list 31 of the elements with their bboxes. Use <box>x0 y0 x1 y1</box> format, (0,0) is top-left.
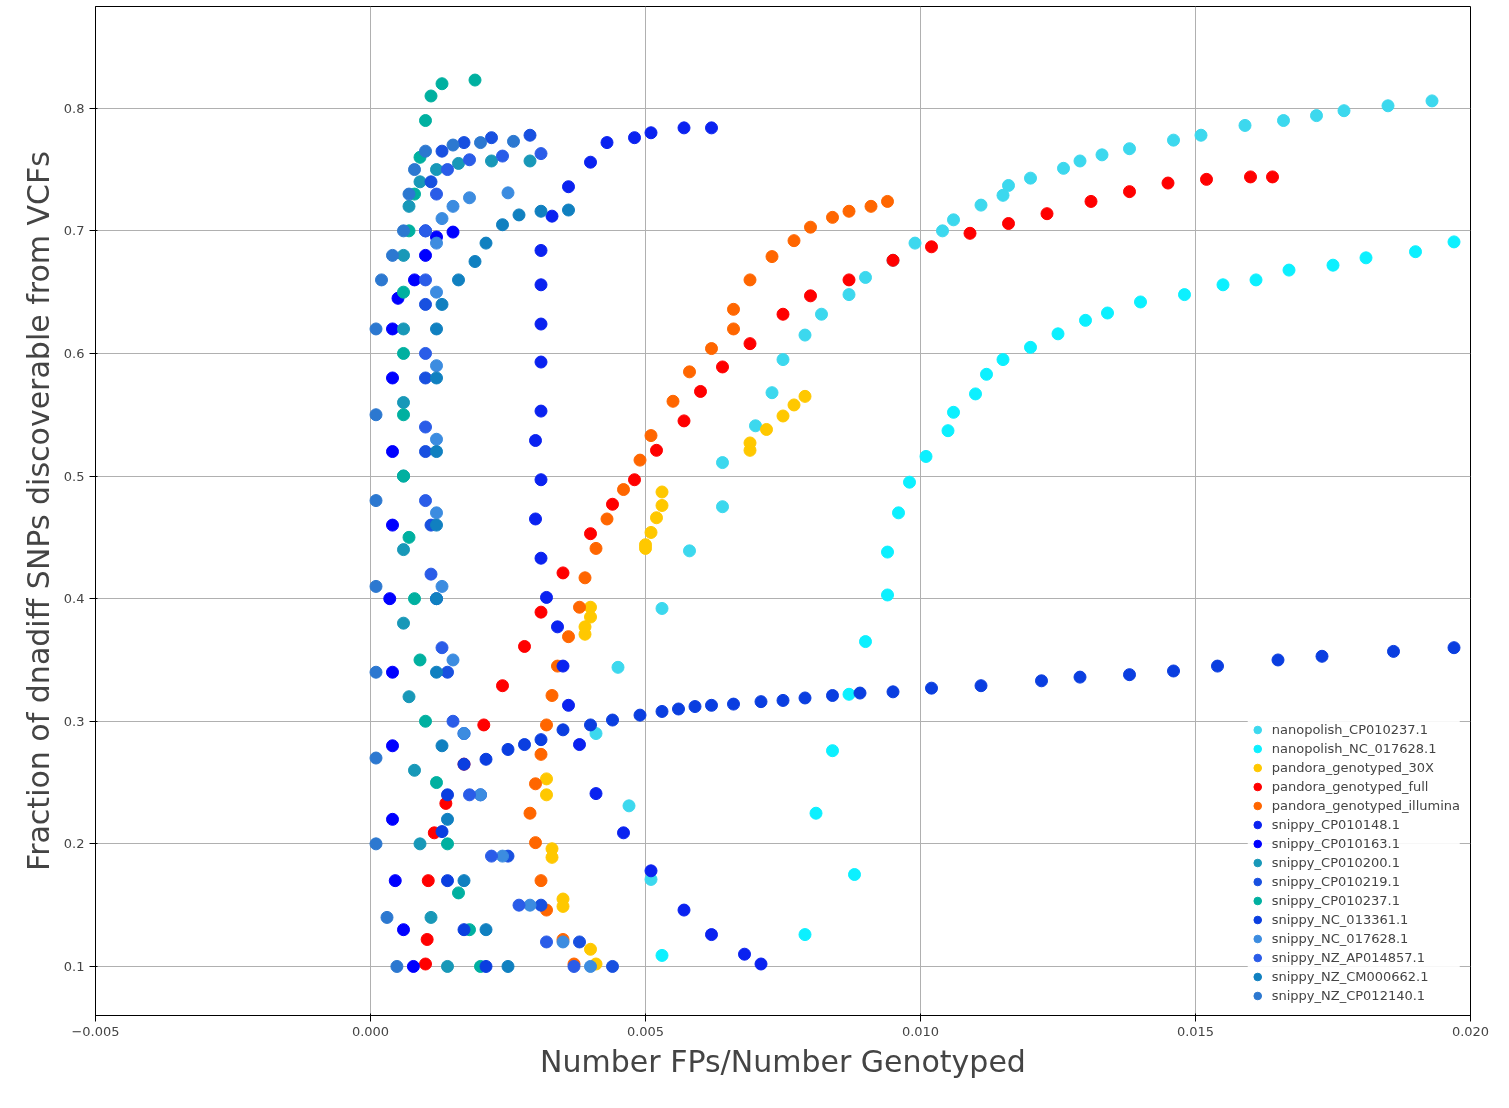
y-tick-label: 0.7 <box>63 223 85 239</box>
x-tick-label: 0.000 <box>351 1023 390 1039</box>
x-tick-label: −0.005 <box>71 1023 120 1039</box>
y-tick-label: 0.5 <box>63 468 85 484</box>
y-tick-label: 0.2 <box>63 836 85 852</box>
x-axis-title: Number FPs/Number Genotyped <box>540 1043 1026 1079</box>
legend-label: snippy_CP010148.1 <box>1271 816 1401 834</box>
legend-label: snippy_CP010163.1 <box>1271 835 1401 853</box>
x-tick-label: 0.005 <box>626 1023 665 1039</box>
legend-label: snippy_CP010219.1 <box>1271 873 1401 891</box>
legend-label: snippy_NC_017628.1 <box>1271 930 1409 948</box>
y-tick-label: 0.4 <box>63 591 85 607</box>
legend-label: pandora_genotyped_illumina <box>1271 797 1460 815</box>
y-tick-label: 0.1 <box>63 958 85 974</box>
legend-label: snippy_NZ_CP012140.1 <box>1271 987 1426 1005</box>
x-tick-label: 0.020 <box>1451 1023 1490 1039</box>
y-axis-title: Fraction of dnadiff SNPs discoverable from VCFs <box>20 151 56 871</box>
x-tick-label: 0.010 <box>901 1023 940 1039</box>
legend-label: snippy_CP010237.1 <box>1271 892 1401 910</box>
y-tick-label: 0.6 <box>63 345 85 361</box>
legend-label: snippy_NZ_CM000662.1 <box>1271 968 1429 986</box>
x-tick-label: 0.015 <box>1176 1023 1215 1039</box>
y-tick-label: 0.8 <box>63 100 85 116</box>
legend-label: snippy_CP010200.1 <box>1271 854 1401 872</box>
legend-label: pandora_genotyped_full <box>1271 778 1429 796</box>
legend-label: snippy_NZ_AP014857.1 <box>1271 949 1425 967</box>
y-tick-label: 0.3 <box>63 713 85 729</box>
legend-label: nanopolish_CP010237.1 <box>1271 721 1429 739</box>
legend-label: snippy_NC_013361.1 <box>1271 911 1409 929</box>
legend-label: pandora_genotyped_30X <box>1271 759 1434 777</box>
legend-label: nanopolish_NC_017628.1 <box>1271 740 1437 758</box>
